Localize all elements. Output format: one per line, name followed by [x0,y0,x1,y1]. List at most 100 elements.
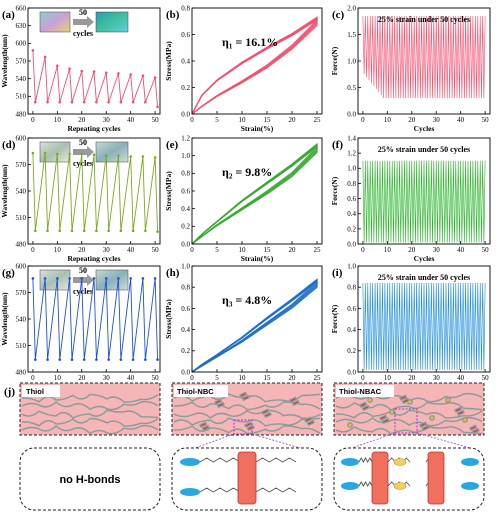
force-cycle-line [362,160,486,243]
end-group-ellipse [461,458,479,466]
x-tick-label: 40 [127,116,135,124]
thiol-nbac-label-bg [336,385,394,397]
series-line [32,152,159,232]
x-tick-label: 0 [190,116,194,124]
x-tick-label: 30 [103,246,111,254]
y-tick-label: 1.5 [347,31,356,39]
h-bond-mark [291,399,300,407]
data-point [92,70,96,73]
inset-cycle-label: cycles [73,159,93,168]
data-point [34,229,37,233]
polymer-chain [335,425,483,435]
y-tick-label: 540 [16,75,27,83]
h-bond-mark [239,391,248,398]
panel-c: (c) 25% strain under 50 cycles 0 10 20 30 40 50… [330,4,491,133]
data-point [68,277,71,280]
h-bond-mark [199,421,208,428]
data-point [107,358,110,361]
x-tick-label: 30 [103,374,111,382]
x-tick-label: 0 [190,246,194,254]
y-tick-label: 510 [16,93,27,101]
y-tick-label: 540 [16,187,27,195]
h-bond-mark [469,424,478,431]
panel-label-a: (a) [2,9,15,21]
plot-frame [357,265,491,373]
x-tick-label: 20 [408,374,416,382]
thiol-nbc-label: Thiol-NBC [177,387,214,396]
x-tick-label: 50 [482,246,490,254]
sulfur-bead [429,415,435,421]
sulfur-bead [407,399,413,405]
h-bond-mark [289,396,298,403]
data-point [119,100,123,104]
alkyl-chain [255,457,297,463]
y-tick-label: 0.8 [181,4,190,12]
data-point [58,358,62,361]
panel-g: (g)50cycles01020304050480510540570600Rep… [0,262,161,391]
data-point [129,155,132,158]
inset-cycle-count: 50 [79,266,87,275]
disulfide-group [393,458,407,466]
data-point [56,277,59,280]
schematic-panel-j: (j) Thiol Thiol-NBC Thiol-NBAC no H-bond… [4,382,485,511]
data-point [46,100,49,104]
plot-frame [191,265,323,373]
h-bond-mark [471,427,480,435]
panel-label-c: (c) [332,9,345,21]
data-point [117,154,120,157]
h-bond-mark [359,401,368,408]
alkyl-chain [358,481,373,487]
x-tick-label: 0 [31,246,35,254]
h-bond-mark [454,406,463,413]
h-bond-mark [379,414,388,421]
data-point [82,229,86,233]
hysteresis-loops [191,142,318,245]
y-tick-label: 1.2 [347,150,356,158]
y-tick-label: 0.4 [181,57,190,65]
hysteresis-loop [191,142,318,245]
plot-frame [357,137,491,245]
y-axis-label: Stress(MPa) [164,171,173,211]
inset-cycle-label: cycles [73,29,93,38]
alkyl-chain [199,487,241,493]
data-point [119,358,123,361]
data-point [31,49,35,52]
panel-e: (e) η₂ = 9.8% 0 5 10 15 20 25 0.0 0.2 0.4 0.6 0.8 1.0… [164,134,323,263]
x-tick-label: 10 [384,116,392,124]
y-tick-label: 0.2 [181,347,190,355]
y-tick-label: 1.0 [181,262,190,270]
panel-label-i: (i) [332,267,343,279]
x-tick-label: 5 [215,116,219,124]
y-tick-label: 0.0 [347,240,356,248]
y-axis-label: Wavelength(nm) [0,34,9,88]
h-bond-mark [419,421,428,428]
polymer-chains [21,391,483,435]
data-point [129,277,132,280]
y-tick-label: 0.6 [181,31,190,39]
x-tick-label: 40 [457,374,465,382]
x-tick-label: 15 [264,116,272,124]
sulfur-bead [367,397,373,403]
x-tick-label: 25 [314,374,322,382]
y-axis-label: Wavelength(nm) [0,292,9,346]
inset-before-image [39,11,71,33]
x-tick-label: 10 [54,116,62,124]
data-point [153,76,157,79]
data-point [144,229,147,233]
data-point [107,229,110,233]
x-axis-label: Cycles [414,124,435,133]
data-point [104,71,108,75]
x-tick-label: 30 [433,116,441,124]
data-point [82,100,86,104]
x-tick-label: 15 [264,246,272,254]
y-tick-label: 1.0 [181,152,190,160]
data-point [43,277,47,280]
end-group-ellipse [341,458,359,466]
panel-f: (f) 25% strain under 50 cycles 0 10 20 30 40 50… [330,134,491,263]
y-tick-label: 1.4 [347,134,356,142]
x-axis-label: Strain(%) [241,254,274,263]
data-point [43,55,47,59]
alkyl-chain [255,487,297,493]
data-point [117,72,120,75]
nbc-zoom-line-right [251,433,301,449]
